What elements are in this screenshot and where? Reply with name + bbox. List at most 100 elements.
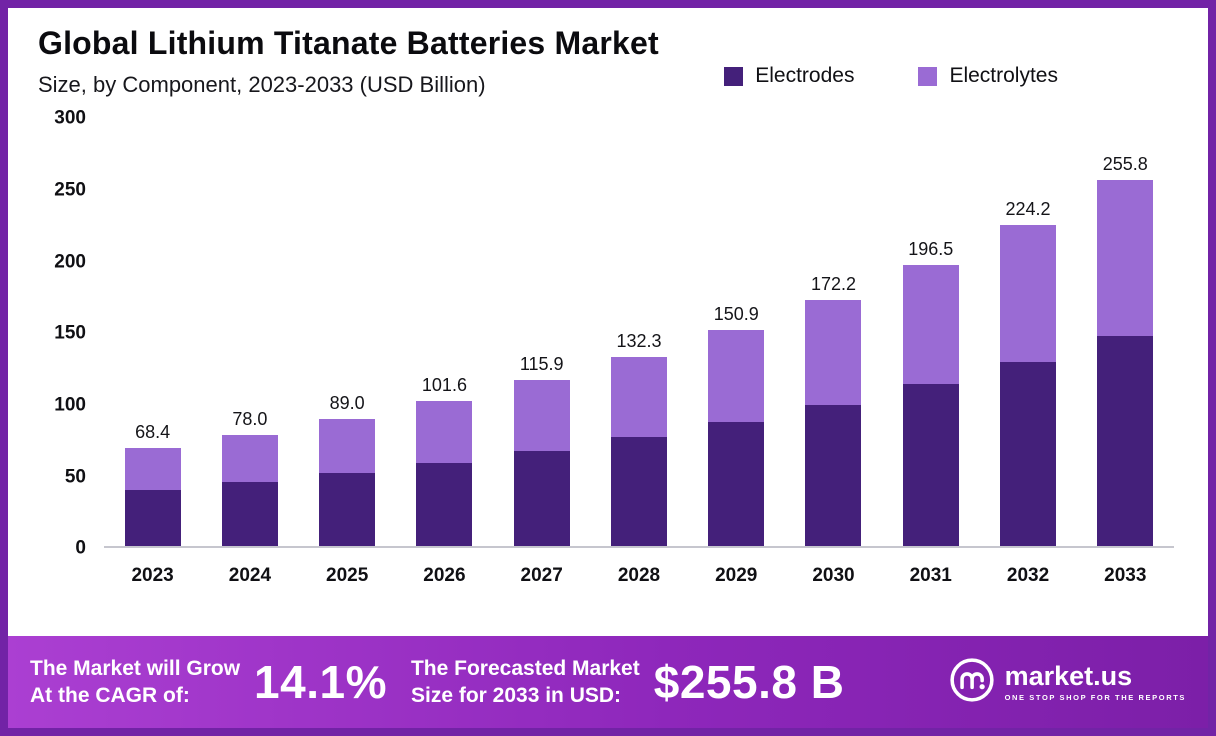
brand-text: market.us ONE STOP SHOP FOR THE REPORTS bbox=[1004, 660, 1186, 703]
bar-group: 196.5 bbox=[882, 116, 979, 547]
bar-stack bbox=[1097, 179, 1154, 547]
bar-segment-electrolytes bbox=[319, 418, 376, 474]
brand-block: market.us ONE STOP SHOP FOR THE REPORTS bbox=[949, 657, 1186, 708]
bar-total-label: 78.0 bbox=[232, 408, 268, 429]
bar-group: 78.0 bbox=[201, 116, 298, 547]
chart-legend: Electrodes Electrolytes bbox=[724, 64, 1058, 88]
legend-item-electrolytes: Electrolytes bbox=[918, 64, 1058, 88]
bar-total-label: 89.0 bbox=[329, 392, 365, 413]
legend-item-electrodes: Electrodes bbox=[724, 64, 854, 88]
bar-segment-electrodes bbox=[124, 490, 181, 547]
bar-segment-electrolytes bbox=[902, 264, 959, 385]
cagr-label-line1: The Market will Grow bbox=[30, 656, 241, 680]
forecast-value: $255.8 B bbox=[653, 656, 845, 708]
forecast-label: The Forecasted Market Size for 2033 in U… bbox=[411, 655, 640, 710]
legend-label-electrodes: Electrodes bbox=[755, 64, 855, 87]
bar-segment-electrolytes bbox=[1000, 225, 1057, 362]
bar-segment-electrolytes bbox=[124, 448, 181, 491]
bar-segment-electrolytes bbox=[513, 380, 570, 451]
legend-label-electrolytes: Electrolytes bbox=[949, 64, 1058, 87]
bar-stack bbox=[805, 299, 862, 547]
brand-name: market.us bbox=[1004, 660, 1133, 691]
bar-group: 101.6 bbox=[396, 116, 493, 547]
chart-header: Global Lithium Titanate Batteries Market… bbox=[8, 8, 1208, 98]
bar-total-label: 172.2 bbox=[810, 273, 857, 294]
bar-segment-electrodes bbox=[902, 384, 959, 547]
bar-group: 224.2 bbox=[979, 116, 1076, 547]
bar-group: 172.2 bbox=[785, 116, 882, 547]
bar-stack bbox=[416, 400, 473, 547]
x-tick-label: 2025 bbox=[326, 565, 369, 587]
market-us-logo-icon bbox=[949, 657, 995, 708]
y-tick-label: 250 bbox=[54, 179, 86, 201]
forecast-label-line1: The Forecasted Market bbox=[410, 656, 640, 680]
bar-total-label: 132.3 bbox=[616, 330, 662, 351]
x-tick-label: 2029 bbox=[715, 565, 758, 587]
x-tick-label: 2026 bbox=[423, 565, 466, 587]
bar-total-label: 101.6 bbox=[421, 374, 467, 395]
bar-total-label: 150.9 bbox=[713, 304, 759, 325]
bar-segment-electrodes bbox=[1000, 361, 1057, 547]
bar-group: 89.0 bbox=[299, 116, 396, 547]
bar-segment-electrodes bbox=[1097, 335, 1154, 547]
x-tick-label: 2030 bbox=[812, 565, 855, 587]
bar-total-label: 196.5 bbox=[908, 238, 954, 259]
x-tick-label: 2023 bbox=[131, 565, 174, 587]
bar-stack bbox=[221, 434, 278, 547]
bar-segment-electrodes bbox=[221, 482, 278, 547]
bar-stack bbox=[513, 380, 570, 547]
bar-stack bbox=[319, 418, 376, 547]
bar-segment-electrodes bbox=[708, 421, 765, 547]
legend-swatch-electrodes bbox=[724, 66, 744, 86]
bar-segment-electrodes bbox=[513, 450, 570, 547]
y-tick-label: 0 bbox=[75, 537, 86, 559]
bar-group: 132.3 bbox=[590, 116, 687, 547]
bar-stack bbox=[1000, 225, 1057, 547]
forecast-label-line2: Size for 2033 in USD: bbox=[410, 684, 622, 707]
stacked-bar-chart: 0 50 100 150 200 250 300 68.4 78.0 89.0 101.6 115.… bbox=[34, 106, 1182, 598]
bar-segment-electrodes bbox=[319, 473, 376, 547]
bar-segment-electrolytes bbox=[221, 434, 278, 483]
bar-segment-electrolytes bbox=[610, 356, 667, 438]
bar-segment-electrolytes bbox=[416, 400, 473, 463]
y-tick-label: 200 bbox=[54, 251, 86, 273]
cagr-value: 14.1% bbox=[254, 656, 387, 708]
bar-segment-electrodes bbox=[805, 404, 862, 547]
bar-group: 255.8 bbox=[1077, 116, 1174, 547]
bar-stack bbox=[610, 356, 667, 547]
legend-swatch-electrolytes bbox=[918, 66, 938, 86]
bar-segment-electrolytes bbox=[708, 330, 765, 422]
bar-stack bbox=[902, 264, 959, 547]
x-tick-label: 2028 bbox=[617, 565, 661, 587]
bar-segment-electrodes bbox=[416, 462, 473, 547]
x-axis: 2023 2024 2025 2026 2027 2028 2029 2030 2031 2032… bbox=[104, 554, 1174, 598]
bar-segment-electrolytes bbox=[805, 299, 862, 405]
bar-stack bbox=[708, 330, 765, 547]
page-title: Global Lithium Titanate Batteries Market bbox=[38, 25, 659, 61]
y-axis: 0 50 100 150 200 250 300 bbox=[34, 109, 92, 558]
y-tick-label: 300 bbox=[54, 107, 86, 129]
cagr-label: The Market will Grow At the CAGR of: bbox=[30, 655, 240, 710]
bar-group: 150.9 bbox=[688, 116, 785, 547]
x-tick-label: 2024 bbox=[228, 565, 272, 587]
bar-total-label: 115.9 bbox=[519, 354, 564, 375]
bar-total-label: 255.8 bbox=[1102, 153, 1148, 174]
bar-group: 68.4 bbox=[104, 116, 201, 547]
bar-group: 115.9 bbox=[493, 116, 590, 547]
bar-total-label: 224.2 bbox=[1005, 199, 1051, 220]
y-tick-label: 50 bbox=[64, 466, 86, 488]
bar-segment-electrolytes bbox=[1097, 179, 1154, 336]
x-tick-label: 2033 bbox=[1104, 565, 1147, 587]
bar-stack bbox=[124, 448, 181, 547]
bar-total-label: 68.4 bbox=[135, 422, 171, 443]
y-tick-label: 150 bbox=[54, 322, 86, 344]
x-tick-label: 2027 bbox=[520, 565, 563, 587]
cagr-label-line2: At the CAGR of: bbox=[30, 684, 190, 707]
footer-banner: The Market will Grow At the CAGR of: 14.… bbox=[8, 636, 1208, 728]
x-tick-label: 2031 bbox=[909, 565, 952, 587]
page-subtitle: Size, by Component, 2023-2033 (USD Billi… bbox=[38, 72, 486, 98]
bar-segment-electrodes bbox=[610, 437, 667, 547]
brand-tagline: ONE STOP SHOP FOR THE REPORTS bbox=[1004, 693, 1186, 703]
plot-area: 68.4 78.0 89.0 101.6 115.9 132.3 150.9 172.2 196… bbox=[104, 116, 1174, 549]
